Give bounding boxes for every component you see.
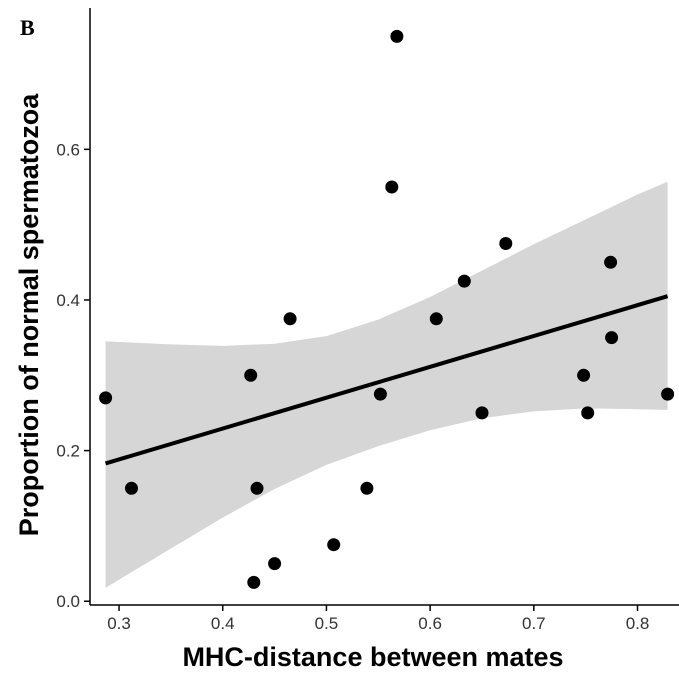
- data-point: [283, 312, 297, 326]
- data-point: [604, 255, 618, 269]
- data-point: [429, 312, 443, 326]
- data-point: [577, 368, 591, 382]
- fit-line-layer: [104, 294, 669, 466]
- confidence-band: [105, 181, 668, 588]
- y-tick-label: 0.4: [56, 291, 80, 310]
- x-tick-label: 0.8: [626, 614, 650, 633]
- y-tick-label: 0.0: [56, 592, 80, 611]
- confidence-band-layer: [105, 181, 668, 588]
- data-point: [268, 557, 282, 571]
- y-axis-title: Proportion of normal spermatozoa: [14, 93, 44, 537]
- x-tick-label: 0.3: [107, 614, 131, 633]
- data-point: [581, 406, 595, 420]
- data-point: [457, 274, 471, 288]
- axes-layer: 0.3 0.4 0.5 0.6 0.7 0.8 0.0 0.2 0.4 0.6: [56, 8, 679, 633]
- data-point: [390, 29, 404, 43]
- data-point: [250, 481, 264, 495]
- points-layer: [99, 29, 675, 589]
- x-tick-label: 0.7: [522, 614, 546, 633]
- data-point: [385, 180, 399, 194]
- data-point: [661, 387, 675, 401]
- y-tick-label: 0.2: [56, 442, 80, 461]
- data-point: [605, 331, 619, 345]
- data-point: [499, 237, 513, 250]
- data-point: [373, 387, 387, 401]
- x-axis-title: MHC-distance between mates: [182, 642, 563, 672]
- x-tick-label: 0.5: [315, 614, 339, 633]
- data-point: [360, 481, 374, 495]
- data-point: [125, 481, 138, 495]
- panel-label: B: [20, 15, 35, 40]
- x-tick-label: 0.6: [418, 614, 442, 633]
- data-point: [99, 391, 113, 405]
- data-point: [327, 538, 341, 552]
- y-tick-label: 0.6: [56, 140, 80, 159]
- data-point: [475, 406, 489, 420]
- x-tick-label: 0.4: [211, 614, 235, 633]
- data-point: [244, 368, 258, 382]
- data-point: [247, 575, 261, 589]
- regression-line: [104, 294, 669, 466]
